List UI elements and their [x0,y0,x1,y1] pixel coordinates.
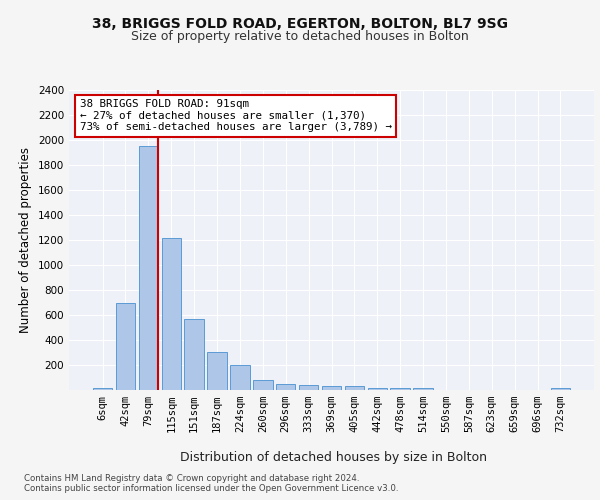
Bar [93,388,112,390]
Bar [253,380,272,390]
Bar [184,319,204,390]
Bar [344,386,364,390]
Bar [116,302,135,390]
Bar [230,365,250,390]
Bar [413,388,433,390]
Text: 38 BRIGGS FOLD ROAD: 91sqm
← 27% of detached houses are smaller (1,370)
73% of s: 38 BRIGGS FOLD ROAD: 91sqm ← 27% of deta… [79,99,392,132]
Bar [322,386,341,390]
Text: 38, BRIGGS FOLD ROAD, EGERTON, BOLTON, BL7 9SG: 38, BRIGGS FOLD ROAD, EGERTON, BOLTON, B… [92,18,508,32]
Bar [208,352,227,390]
Bar [368,388,387,390]
Text: Contains HM Land Registry data © Crown copyright and database right 2024.: Contains HM Land Registry data © Crown c… [24,474,359,483]
Bar [161,238,181,390]
Text: Distribution of detached houses by size in Bolton: Distribution of detached houses by size … [179,451,487,464]
Y-axis label: Number of detached properties: Number of detached properties [19,147,32,333]
Bar [391,388,410,390]
Text: Contains public sector information licensed under the Open Government Licence v3: Contains public sector information licen… [24,484,398,493]
Bar [139,146,158,390]
Bar [276,384,295,390]
Bar [551,388,570,390]
Text: Size of property relative to detached houses in Bolton: Size of property relative to detached ho… [131,30,469,43]
Bar [299,385,319,390]
